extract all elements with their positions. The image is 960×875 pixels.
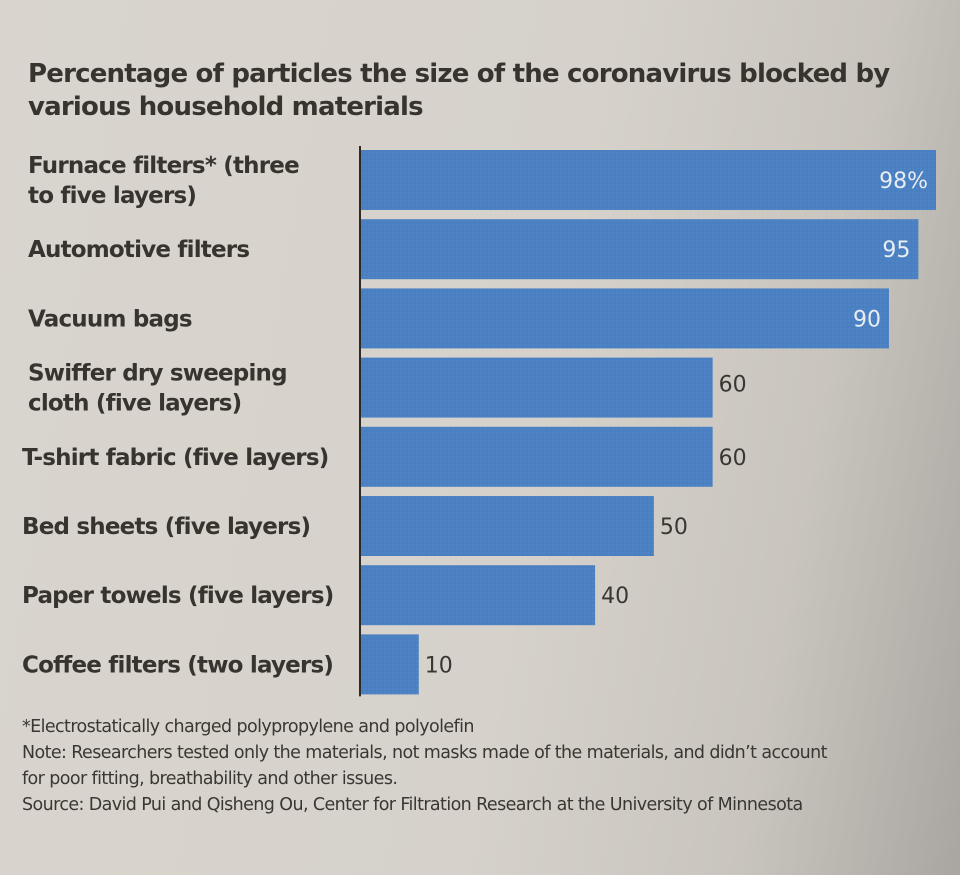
bars-layer: 98% 95 90 60 60 50 40 10 xyxy=(360,150,936,695)
chart-notes: *Electrostatically charged polypropylene… xyxy=(22,714,942,818)
note-line-1: Note: Researchers tested only the materi… xyxy=(22,743,827,763)
value-label: 60 xyxy=(719,373,747,398)
category-label-line: Furnace filters* (three xyxy=(28,153,299,179)
bar xyxy=(360,219,919,280)
category-label: T-shirt fabric (five layers) xyxy=(22,445,328,471)
category-label-line: cloth (five layers) xyxy=(28,391,241,417)
bar-chart: 98% 95 90 60 60 50 40 10 Furnace filters* (thre… xyxy=(22,146,936,697)
footnote: *Electrostatically charged polypropylene… xyxy=(22,717,474,737)
category-label: Swiffer dry sweeping cloth (five layers) xyxy=(28,361,287,417)
bar xyxy=(360,496,654,556)
value-label: 90 xyxy=(853,307,881,332)
bar xyxy=(360,357,713,418)
bar xyxy=(360,288,889,349)
value-label: 60 xyxy=(719,446,747,471)
bar xyxy=(360,634,419,695)
value-label: 10 xyxy=(425,653,453,678)
category-label-line: Automotive filters xyxy=(28,237,249,263)
bar xyxy=(360,426,713,487)
category-label: Bed sheets (five layers) xyxy=(22,514,310,540)
category-label: Vacuum bags xyxy=(28,306,192,332)
category-label-line: Vacuum bags xyxy=(28,306,192,332)
category-label-line: Coffee filters (two layers) xyxy=(22,652,333,678)
chart-title: Percentage of particles the size of the … xyxy=(28,59,890,122)
value-label: 40 xyxy=(601,584,629,609)
bar xyxy=(360,565,596,626)
category-label-line: Swiffer dry sweeping xyxy=(28,361,287,387)
category-label: Coffee filters (two layers) xyxy=(22,652,333,678)
value-label: 98% xyxy=(879,169,928,194)
note-line-2: for poor fitting, breathability and othe… xyxy=(22,769,398,789)
category-label: Furnace filters* (three to five layers) xyxy=(28,153,299,209)
category-label-line: Bed sheets (five layers) xyxy=(22,514,310,540)
category-label-line: Paper towels (five layers) xyxy=(22,583,333,609)
value-label: 95 xyxy=(882,238,910,263)
bar xyxy=(360,150,936,210)
category-label: Paper towels (five layers) xyxy=(22,583,333,609)
value-label: 50 xyxy=(660,515,688,540)
category-labels-layer: Furnace filters* (three to five layers) Au… xyxy=(22,153,334,678)
source-note: Source: David Pui and Qisheng Ou, Center… xyxy=(22,795,803,815)
category-label-line: T-shirt fabric (five layers) xyxy=(22,445,328,471)
category-label-line: to five layers) xyxy=(28,183,196,209)
category-label: Automotive filters xyxy=(28,237,249,263)
